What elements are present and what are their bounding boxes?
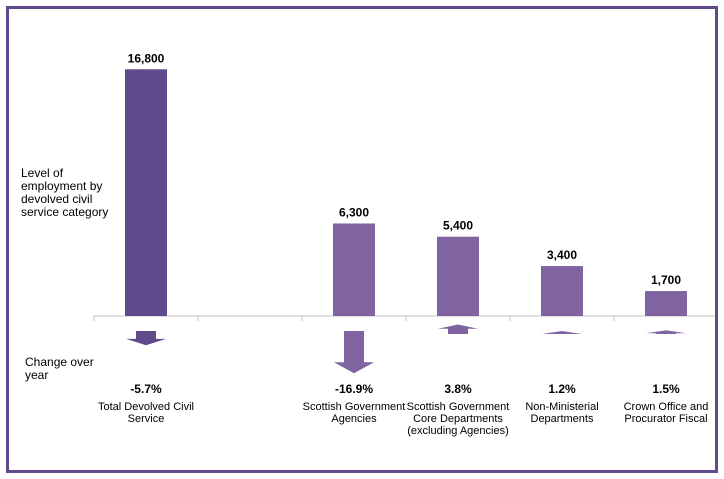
chart-frame: 16,800 -5.7% 6,300 -16.9% 5,400 3.8% 3,400 1.2%… [6,6,718,473]
change-arrow-down [334,331,374,374]
change-value-label: 1.2% [548,382,576,396]
change-arrow-down [126,331,166,346]
category-label: Crown Office and Procurator Fiscal [623,401,709,425]
bar-value-label: 3,400 [547,248,577,262]
bar-value-label: 16,800 [128,51,165,65]
y-axis-label-level: Level of employment by devolved civil se… [21,166,109,219]
y-axis-label-change: Change over year [25,355,94,382]
category-label: Scottish Government Core Departments (ex… [406,401,510,437]
category-label: Scottish Government Agencies [302,401,406,425]
change-value-label: 3.8% [444,382,472,396]
change-value-label: -16.9% [335,382,373,396]
bar [541,266,583,316]
change-arrow-up [438,324,478,334]
bar-value-label: 1,700 [651,273,681,287]
change-arrow-up [646,330,686,334]
bar-value-label: 6,300 [339,205,369,219]
change-value-label: 1.5% [652,382,680,396]
change-value-label: -5.7% [130,382,162,396]
category-label: Total Devolved Civil Service [98,401,194,425]
bar [645,291,687,316]
bar [333,223,375,316]
bar [437,236,479,316]
chart-svg: 16,800 -5.7% 6,300 -16.9% 5,400 3.8% 3,400 1.2%… [93,51,715,396]
bar-value-label: 5,400 [443,219,473,233]
change-arrow-up [542,331,582,334]
category-label: Non-Ministerial Departments [525,401,599,425]
bar [125,69,167,316]
